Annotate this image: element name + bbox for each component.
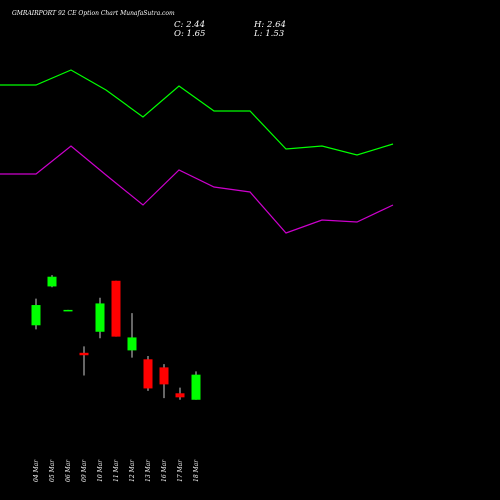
open-value: O: 1.65 bbox=[174, 29, 206, 39]
candle-body bbox=[79, 352, 89, 356]
chart-title: GMRAIRPORT 92 CE Option Chart MunafaSutr… bbox=[12, 10, 175, 17]
lower-line-series bbox=[0, 145, 394, 234]
candle-body bbox=[127, 337, 137, 351]
candle-body bbox=[63, 309, 73, 312]
candle-body bbox=[191, 374, 201, 400]
upper-line bbox=[0, 69, 394, 156]
x-axis-label: 04 Mar bbox=[33, 459, 40, 482]
candle bbox=[191, 371, 201, 400]
candle bbox=[175, 387, 185, 400]
x-axis-label: 06 Mar bbox=[65, 459, 72, 482]
x-axis-label: 18 Mar bbox=[193, 459, 200, 482]
x-axis-label: 10 Mar bbox=[97, 459, 104, 482]
upper-line-series bbox=[0, 69, 394, 156]
candle bbox=[159, 364, 169, 399]
candle bbox=[79, 346, 89, 376]
candle-body bbox=[111, 280, 121, 337]
close-value: C: 2.44 bbox=[174, 20, 205, 30]
lower-line bbox=[0, 145, 394, 234]
x-axis-labels: 04 Mar 05 Mar 06 Mar 09 Mar 10 Mar 11 Mar 12 M… bbox=[33, 459, 200, 482]
candle bbox=[127, 313, 137, 358]
x-axis-label: 17 Mar bbox=[177, 459, 184, 482]
candles bbox=[31, 275, 201, 400]
candle bbox=[143, 356, 153, 391]
candle-body bbox=[159, 367, 169, 385]
candle bbox=[47, 275, 57, 288]
x-axis-label: 11 Mar bbox=[113, 459, 120, 482]
x-axis-label: 05 Mar bbox=[49, 459, 56, 482]
x-axis-label: 13 Mar bbox=[145, 459, 152, 482]
candle-body bbox=[95, 303, 105, 332]
candle-body bbox=[31, 305, 41, 326]
candle bbox=[31, 298, 41, 330]
candle-body bbox=[47, 276, 57, 287]
candle bbox=[111, 280, 121, 337]
candle-body bbox=[143, 359, 153, 389]
candle bbox=[63, 309, 73, 312]
x-axis-label: 16 Mar bbox=[161, 459, 168, 482]
x-axis-label: 09 Mar bbox=[81, 459, 88, 482]
candle bbox=[95, 297, 105, 339]
low-value: L: 1.53 bbox=[254, 29, 285, 39]
x-axis-label: 12 Mar bbox=[129, 459, 136, 482]
candle-body bbox=[175, 393, 185, 398]
high-value: H: 2.64 bbox=[254, 20, 286, 30]
